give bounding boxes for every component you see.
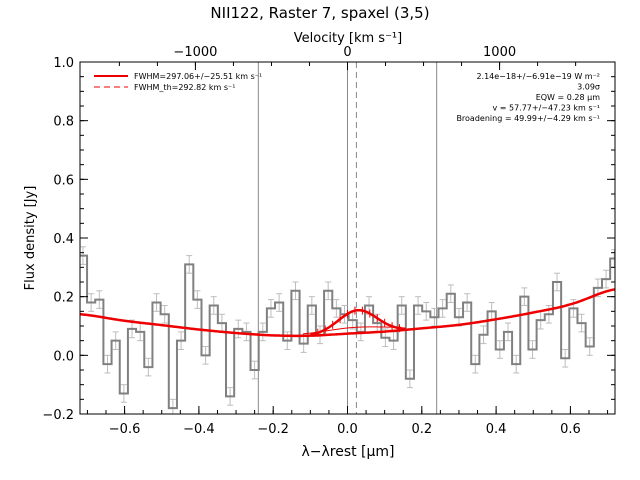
y-tick-label: 0.8 [53,115,74,130]
legend-label-0: FWHM=297.06+/−25.51 km s⁻¹ [134,72,262,81]
annotation-0: 2.14e−18+/−6.91e−19 W m⁻² [476,72,600,81]
x-tick-label: 0.2 [411,422,432,437]
top-tick-label: 1000 [483,45,516,60]
chart-title: NII122, Raster 7, spaxel (3,5) [210,4,429,22]
y-tick-label: 1.0 [53,56,74,71]
axis-ticks: −0.6 −0.4 −0.2 0.0 0.2 0.4 0.6 −0.2 0.0 0.2 0.4 0.6… [42,45,615,437]
x-tick-label: −0.6 [109,422,141,437]
y-tick-label: 0.6 [53,173,74,188]
y-tick-label: −0.2 [42,408,74,423]
top-tick-label: −1000 [173,45,217,60]
annotation-3: v = 57.77+/−47.23 km s⁻¹ [492,104,600,113]
annotation-1: 3.09σ [577,83,600,92]
legend-label-1: FWHM_th=292.82 km s⁻¹ [134,83,235,92]
y-axis-label: Flux density [Jy] [23,186,38,291]
annotation-4: Broadening = 49.99+/−4.29 km s⁻¹ [456,114,600,123]
x-tick-label: 0.0 [337,422,358,437]
y-tick-label: 0.2 [53,291,74,306]
plot-content [80,62,615,414]
y-tick-label: 0.4 [53,232,74,247]
annotation-2: EQW = 0.28 μm [536,93,600,102]
plot-area [80,62,615,414]
spectrum-series [80,254,615,410]
x-tick-label: 0.4 [486,422,507,437]
x-tick-label: −0.2 [257,422,289,437]
x-tick-label: 0.6 [560,422,581,437]
x-axis-label: λ−λrest [μm] [301,444,394,460]
legend: FWHM=297.06+/−25.51 km s⁻¹ FWHM_th=292.82… [94,72,262,92]
x-tick-label: −0.4 [183,422,215,437]
y-tick-label: 0.0 [53,349,74,364]
continuum-fit-line [80,288,615,338]
top-axis-label: Velocity [km s⁻¹] [294,31,402,46]
line-fit-curve [310,308,406,336]
top-tick-label: 0 [343,45,351,60]
